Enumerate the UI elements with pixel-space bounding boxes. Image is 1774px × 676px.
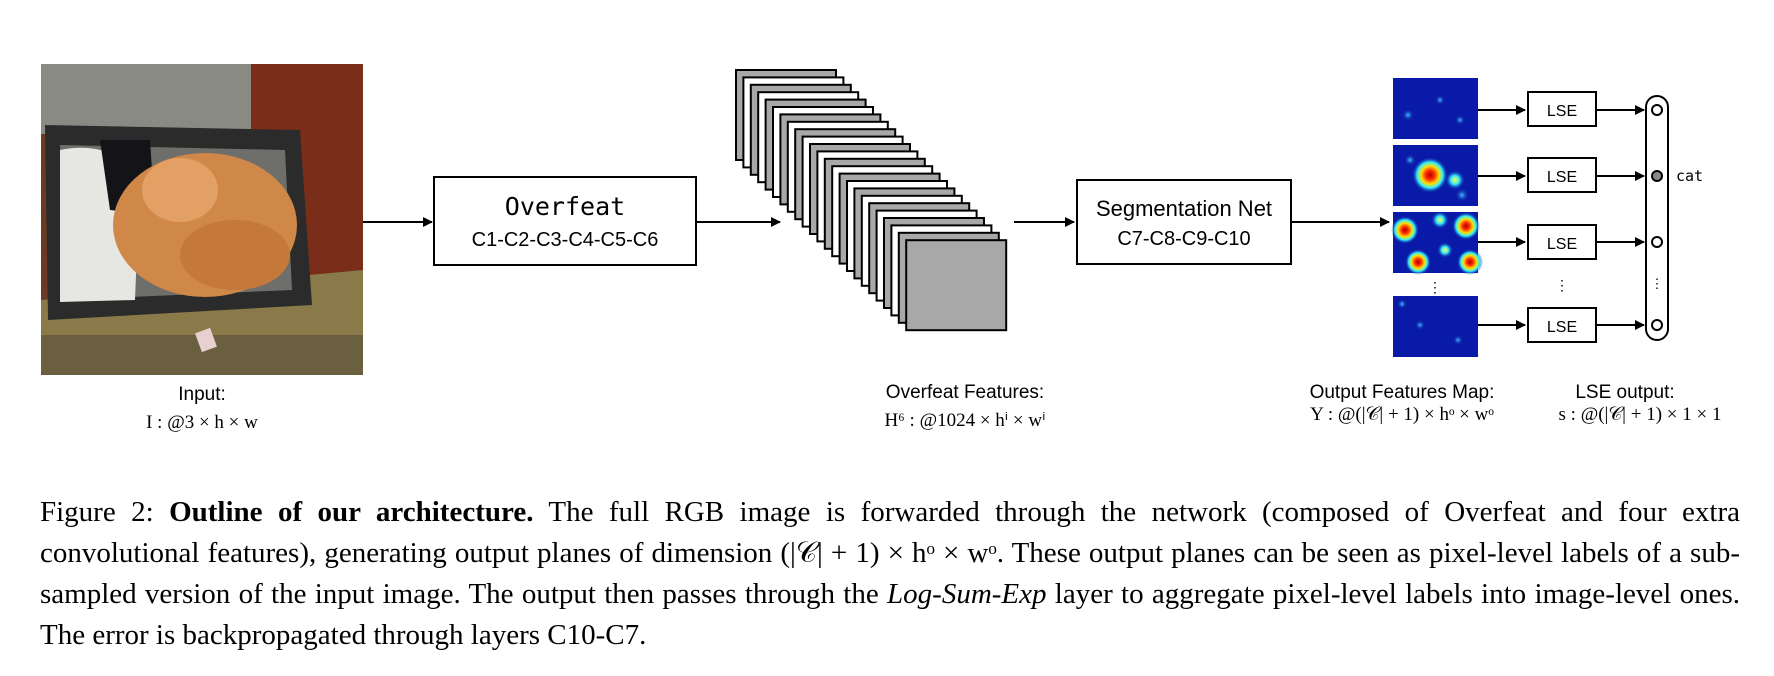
heatmap-2 [1393, 145, 1478, 206]
output-maps-dims: Y : @(|𝒞| + 1) × hᵒ × wᵒ [1310, 404, 1494, 425]
segnet-layers: C7-C8-C9-C10 [1117, 228, 1250, 250]
lse-box-3 [1527, 224, 1597, 260]
input-dims: I : @3 × h × w [146, 412, 258, 433]
caption-title: Outline of our architecture. [169, 496, 534, 528]
heatmap-1 [1393, 78, 1478, 139]
input-label: Input: [178, 384, 226, 405]
overfeat-title: Overfeat [505, 192, 625, 221]
segnet-title: Segmentation Net [1096, 196, 1272, 221]
heatmap-ellipsis: ⋮ [1428, 279, 1442, 295]
feature-map-plane [905, 239, 1008, 332]
features-label: Overfeat Features: [886, 382, 1044, 403]
lse-box-3-label: LSE [1547, 236, 1577, 253]
architecture-diagram: Input: I : @3 × h × w Overfeat C1-C2-C3-… [41, 64, 1722, 433]
input-image [41, 64, 363, 375]
feature-map-stack [735, 69, 1008, 332]
caption-fig-label: Figure 2: [40, 496, 154, 528]
caption-text-1: The full RGB image is forwarded through … [40, 496, 1741, 610]
segnet-box [1076, 179, 1292, 265]
output-ellipsis: ⋮ [1651, 276, 1664, 291]
heatmap-3 [1391, 211, 1483, 275]
output-node-1 [1651, 104, 1663, 116]
caption-text-2: layer to aggregate pixel-level labels in… [40, 578, 1741, 651]
caption-italic-term: Log-Sum-Exp [887, 578, 1047, 610]
overfeat-layers: C1-C2-C3-C4-C5-C6 [472, 229, 659, 251]
class-label-cat: cat [1676, 167, 1703, 185]
lse-box-2-label: LSE [1547, 169, 1577, 186]
output-node-4 [1651, 319, 1663, 331]
lse-output-label: LSE output: [1575, 382, 1674, 403]
overfeat-box [433, 176, 697, 266]
output-maps-label: Output Features Map: [1310, 382, 1495, 403]
lse-box-4 [1527, 307, 1597, 343]
lse-box-2 [1527, 157, 1597, 193]
heatmap-4 [1393, 296, 1478, 357]
output-node-3 [1651, 236, 1663, 248]
lse-box-1-label: LSE [1547, 103, 1577, 120]
lse-output-vector [1645, 95, 1669, 341]
figure-caption: Figure 2: Outline of our architecture. T… [40, 492, 1740, 656]
output-node-cat [1651, 170, 1663, 182]
lse-output-dims: s : @(|𝒞| + 1) × 1 × 1 [1559, 404, 1722, 425]
lse-box-4-label: LSE [1547, 319, 1577, 336]
features-dims: H⁶ : @1024 × hⁱ × wⁱ [884, 410, 1045, 431]
lse-ellipsis: ⋮ [1555, 277, 1569, 293]
